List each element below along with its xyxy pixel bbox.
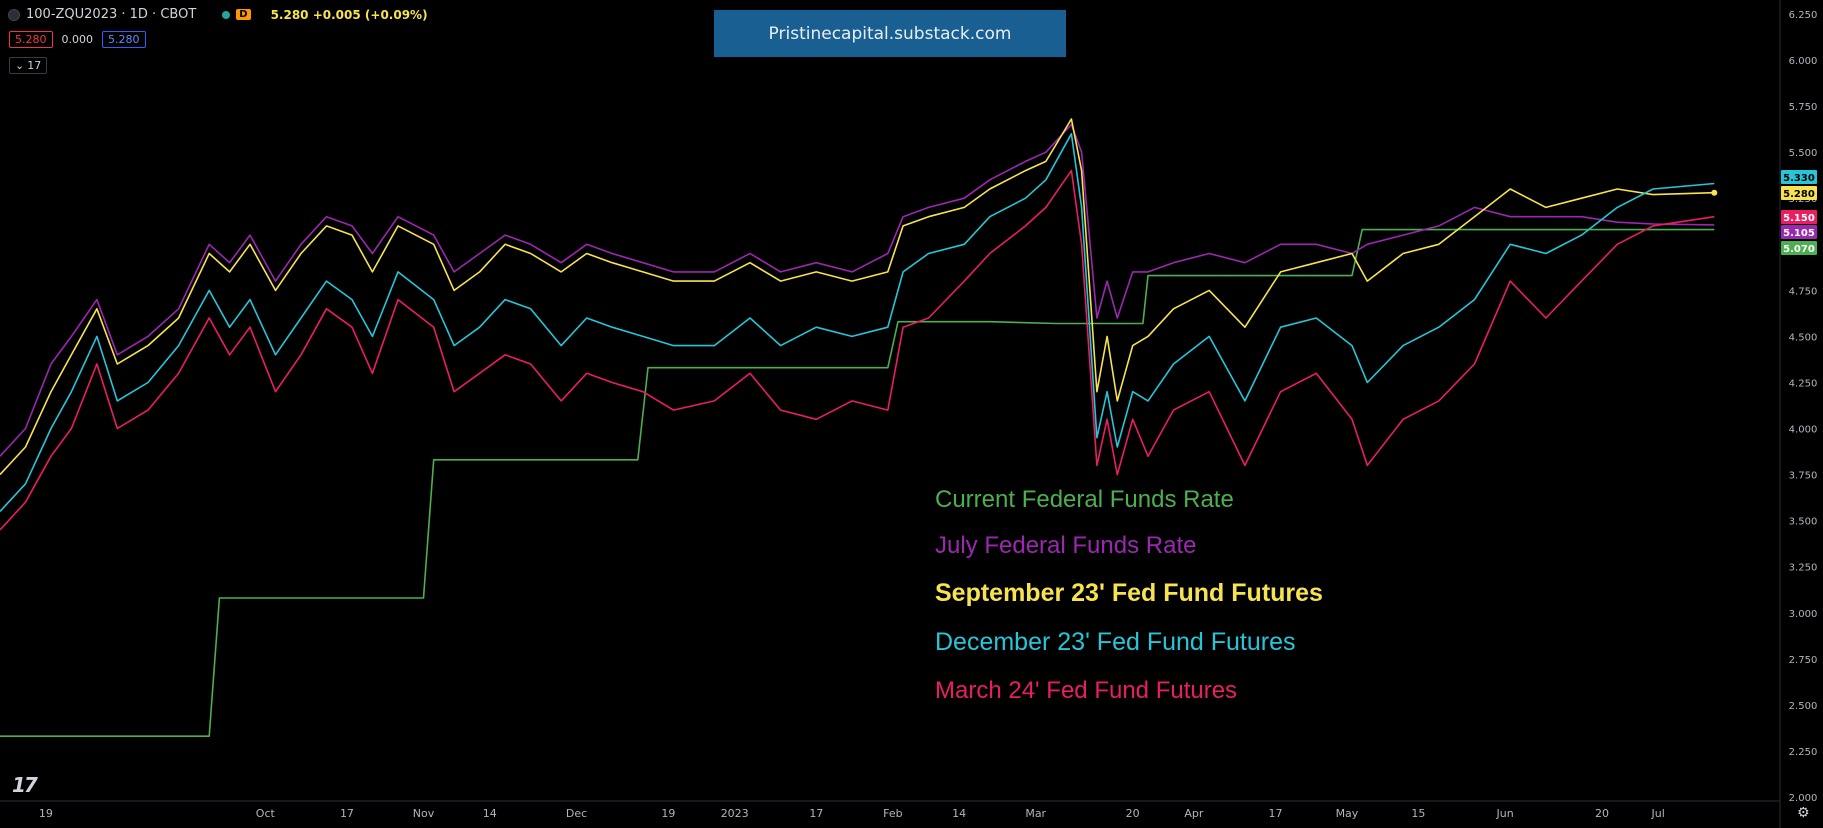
- legend-entry: Current Federal Funds Rate: [935, 486, 1234, 513]
- last-price-dot: [1711, 189, 1718, 196]
- last-value-label: 5.070: [1783, 244, 1815, 255]
- series-line: [0, 133, 1715, 512]
- y-axis: 2.000 2.250 2.500 2.750 3.000 3.250 3.500 3.750…: [1789, 10, 1818, 804]
- y-tick-label: 2.500: [1789, 701, 1818, 712]
- tradingview-logo[interactable]: 17: [12, 773, 38, 797]
- y-tick-label: 5.750: [1789, 102, 1818, 113]
- x-tick-label: Feb: [883, 807, 902, 820]
- market-status-icon: [222, 10, 231, 19]
- last-value-badge: [1781, 186, 1817, 200]
- x-tick-label: 15: [1411, 807, 1425, 820]
- price-badges-row: 5.280 0.000 5.280: [9, 31, 146, 48]
- x-tick-label: May: [1336, 807, 1359, 820]
- delayed-badge[interactable]: D: [236, 9, 251, 20]
- x-tick-label: 20: [1126, 807, 1140, 820]
- series-line: [0, 228, 1715, 737]
- y-tick-label: 3.750: [1789, 471, 1818, 482]
- spread-value: 0.000: [61, 33, 94, 46]
- x-tick-label: Apr: [1184, 807, 1204, 820]
- symbol-header: 100-ZQU2023 · 1D · CBOT D 5.280 +0.005 (…: [8, 7, 428, 22]
- x-tick-label: 19: [661, 807, 675, 820]
- last-value-badge: [1781, 170, 1817, 184]
- x-tick-label: 19: [39, 807, 53, 820]
- chevron-down-icon: ⌄: [15, 59, 25, 72]
- x-tick-label: 17: [1269, 807, 1283, 820]
- y-tick-label: 4.000: [1789, 425, 1818, 436]
- x-tick-label: 2023: [721, 807, 749, 820]
- series-line: [0, 123, 1715, 457]
- x-axis: 19 Oct 17 Nov 14 Dec 19 2023 17 Feb 14 Mar 20 Apr 17 Ma…: [39, 807, 1665, 820]
- y-tick-label: 3.500: [1789, 517, 1818, 528]
- watermark-banner: Pristinecapital.substack.com: [714, 10, 1066, 57]
- last-value-badge: [1781, 210, 1817, 224]
- sell-price-badge[interactable]: 5.280: [9, 31, 53, 48]
- legend: Current Federal Funds Rate July Federal F…: [935, 486, 1323, 704]
- buy-price-badge[interactable]: 5.280: [102, 31, 146, 48]
- x-tick-label: 20: [1595, 807, 1609, 820]
- last-value-badge: [1781, 225, 1817, 239]
- y-tick-label: 5.500: [1789, 148, 1818, 159]
- last-value-label: 5.150: [1783, 213, 1815, 224]
- y-tick-label: 2.250: [1789, 747, 1818, 758]
- last-value-label: 5.280: [1783, 189, 1815, 200]
- symbol-logo-icon: [8, 8, 20, 21]
- series-line: [0, 169, 1715, 531]
- indicator-count: 17: [27, 59, 42, 72]
- ohlc-readout: 5.280 +0.005 (+0.09%): [270, 7, 428, 22]
- y-tick-label: 3.000: [1789, 609, 1818, 620]
- y-tick-label: 4.750: [1789, 286, 1818, 297]
- settings-icon[interactable]: ⚙: [1797, 805, 1810, 821]
- x-tick-label: Dec: [566, 807, 587, 820]
- last-price-badges: 5.070 5.105 5.280 5.330 5.150: [1781, 170, 1817, 255]
- series-lines: [0, 118, 1718, 737]
- series-line: [0, 118, 1715, 476]
- x-tick-label: 14: [483, 807, 497, 820]
- last-value-badge: [1781, 241, 1817, 255]
- x-tick-label: Mar: [1025, 807, 1046, 820]
- last-value-label: 5.105: [1783, 228, 1815, 239]
- indicators-toggle[interactable]: ⌄ 17: [9, 57, 48, 74]
- y-tick-label: 6.250: [1789, 10, 1818, 21]
- x-tick-label: Nov: [413, 807, 435, 820]
- last-value-label: 5.330: [1783, 173, 1815, 184]
- x-tick-label: Jul: [1651, 807, 1665, 820]
- y-tick-label: 3.250: [1789, 563, 1818, 574]
- y-tick-label: 4.500: [1789, 332, 1818, 343]
- legend-entry: July Federal Funds Rate: [935, 532, 1196, 559]
- y-tick-label: 6.000: [1789, 56, 1818, 67]
- x-tick-label: Oct: [256, 807, 276, 820]
- legend-entry: September 23' Fed Fund Futures: [935, 579, 1323, 607]
- y-tick-label: 2.000: [1789, 793, 1818, 804]
- legend-entry: March 24' Fed Fund Futures: [935, 677, 1237, 704]
- legend-entry: December 23' Fed Fund Futures: [935, 628, 1296, 656]
- x-tick-label: 17: [340, 807, 354, 820]
- x-tick-label: Jun: [1496, 807, 1514, 820]
- x-tick-label: 14: [952, 807, 966, 820]
- y-tick-label: 4.250: [1789, 378, 1818, 389]
- symbol-title[interactable]: 100-ZQU2023 · 1D · CBOT: [26, 7, 197, 22]
- x-tick-label: 17: [809, 807, 823, 820]
- y-tick-label: 2.750: [1789, 655, 1818, 666]
